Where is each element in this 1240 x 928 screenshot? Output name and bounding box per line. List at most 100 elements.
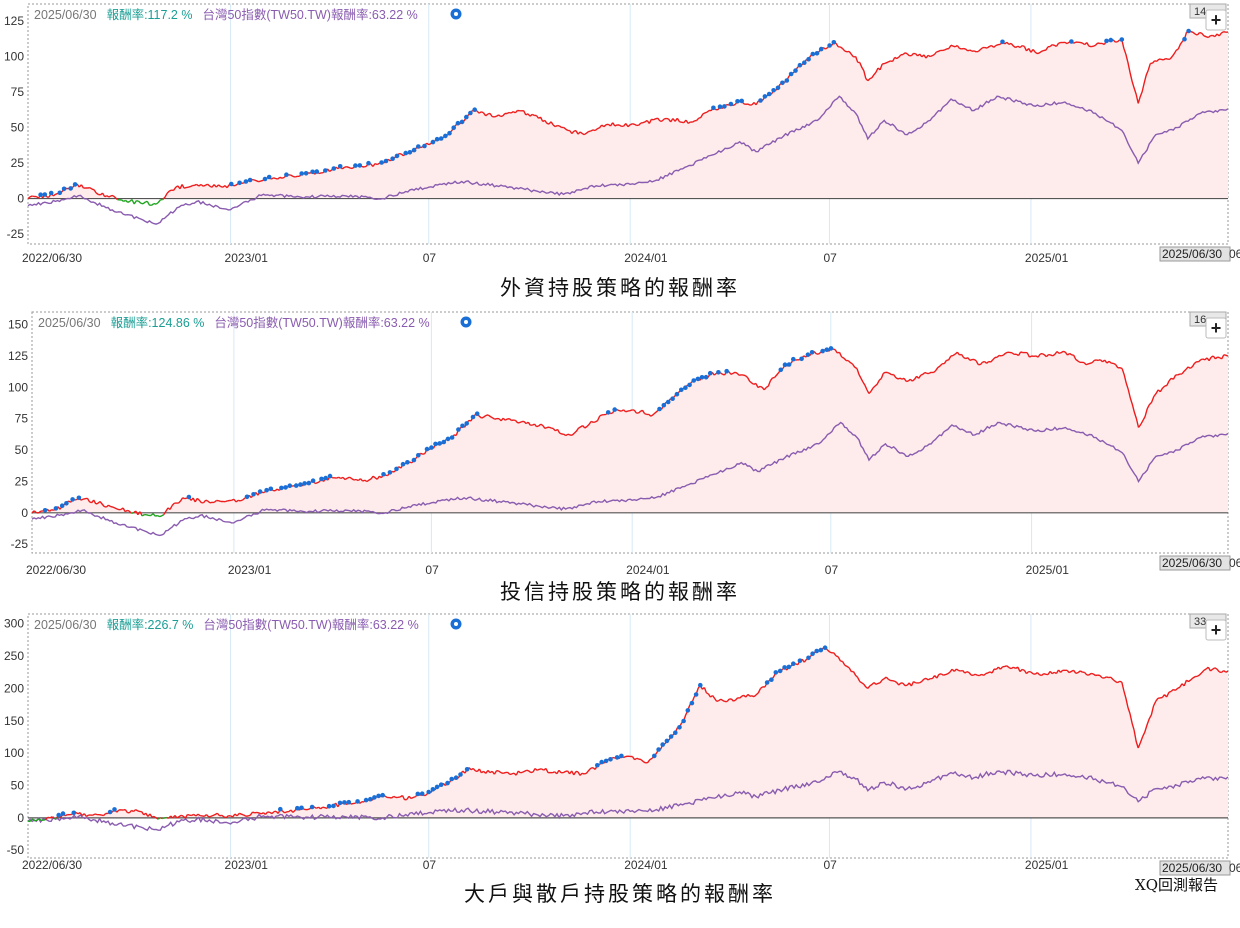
new-high-point: [797, 658, 803, 663]
new-high-point: [784, 78, 790, 83]
new-high-point: [806, 56, 811, 62]
new-high-point: [805, 352, 811, 357]
new-high-point: [60, 811, 66, 816]
new-high-point: [687, 382, 692, 388]
new-high-point: [70, 497, 75, 502]
new-high-point: [326, 803, 332, 809]
zoom-plus-button[interactable]: [1205, 317, 1227, 339]
new-high-point: [293, 483, 299, 488]
series-line-index: [31, 421, 1229, 537]
new-high-point: [310, 478, 316, 483]
new-high-point: [251, 492, 256, 497]
new-high-point: [57, 190, 63, 196]
x-tick-label: 2023/01: [225, 251, 269, 265]
new-high-point: [38, 192, 43, 197]
new-high-point: [683, 385, 688, 390]
new-high-point: [353, 163, 358, 168]
new-high-point: [327, 473, 333, 479]
new-high-point: [262, 176, 268, 182]
new-high-point: [827, 43, 832, 48]
new-high-point: [355, 799, 360, 804]
chart-caption: 外資持股策略的報酬率: [500, 276, 740, 300]
new-high-point: [438, 136, 444, 141]
new-high-point: [302, 481, 307, 486]
new-high-point: [703, 374, 709, 380]
x-tick-label: 07: [823, 858, 837, 872]
new-high-point: [820, 348, 825, 354]
new-high-point: [449, 776, 455, 782]
new-high-point: [337, 164, 343, 169]
series-line-index: [27, 769, 1229, 832]
top-right-value: 33: [1194, 616, 1206, 628]
y-tick-label: 0: [21, 506, 28, 520]
new-high-point: [430, 139, 436, 145]
new-high-point: [764, 680, 770, 685]
new-high-point: [707, 370, 713, 376]
new-high-point: [810, 51, 816, 57]
new-high-point: [1186, 28, 1191, 34]
new-high-point: [331, 166, 337, 171]
y-tick-label: 150: [4, 714, 24, 728]
new-high-point: [595, 763, 600, 768]
new-high-point: [1104, 38, 1109, 44]
new-high-point: [287, 483, 293, 488]
new-high-point: [766, 91, 772, 97]
new-high-point: [303, 171, 309, 176]
plus-icon: +: [1211, 10, 1222, 30]
new-high-point: [831, 40, 837, 45]
new-high-point: [799, 356, 804, 362]
new-high-point: [298, 482, 303, 487]
new-high-point: [818, 46, 824, 52]
new-high-point: [257, 489, 263, 494]
new-high-point: [468, 110, 473, 116]
y-tick-label: 250: [4, 649, 24, 663]
new-high-point: [416, 453, 421, 458]
new-high-point: [61, 186, 67, 192]
series-line-strategy-negative: [131, 512, 165, 518]
new-high-point: [782, 665, 787, 670]
new-high-point: [411, 457, 417, 463]
y-tick-label: 0: [17, 192, 24, 206]
new-high-point: [773, 670, 779, 675]
new-high-point: [376, 793, 381, 799]
y-tick-label: 150: [8, 318, 28, 332]
top-right-value: 14: [1194, 6, 1206, 18]
new-high-point: [472, 107, 478, 112]
y-tick-label: 50: [11, 779, 25, 793]
new-high-point: [459, 119, 465, 125]
new-high-point: [661, 402, 667, 408]
x-tick-label: 2025/01: [1025, 858, 1069, 872]
new-high-point: [1108, 37, 1114, 43]
new-high-point: [608, 757, 613, 762]
chart-caption: 投信持股策略的報酬率: [500, 580, 740, 604]
new-high-point: [464, 767, 470, 772]
x-tick-label: 2024/01: [624, 251, 668, 265]
new-high-point: [71, 810, 77, 816]
legend-strategy-return: 報酬率:117.2 %: [107, 7, 193, 22]
new-high-point: [657, 406, 662, 412]
x-tick-label: 2022/06/30: [22, 251, 82, 265]
y-tick-label: 100: [4, 50, 24, 64]
new-high-point: [822, 645, 828, 650]
new-high-point: [453, 775, 459, 780]
new-high-point: [268, 486, 274, 492]
new-high-point: [447, 130, 452, 136]
new-high-point: [72, 182, 78, 187]
new-high-point: [342, 800, 347, 805]
new-high-point: [695, 376, 701, 382]
new-high-point: [470, 414, 476, 420]
new-high-point: [42, 508, 48, 513]
zoom-plus-button[interactable]: [1205, 619, 1227, 641]
zoom-plus-button[interactable]: [1205, 9, 1227, 31]
new-high-point: [381, 472, 386, 477]
x-tick-label: 2025/01: [1025, 251, 1069, 265]
new-high-point: [456, 427, 461, 432]
new-high-point: [464, 421, 470, 426]
y-tick-label: 300: [4, 617, 24, 631]
new-high-point: [1119, 37, 1125, 42]
x-tick-label: 07: [825, 563, 839, 577]
new-high-point: [416, 144, 421, 149]
new-high-point: [284, 172, 289, 177]
x-tick-label: 2024/01: [626, 563, 670, 577]
new-high-point: [434, 136, 440, 142]
